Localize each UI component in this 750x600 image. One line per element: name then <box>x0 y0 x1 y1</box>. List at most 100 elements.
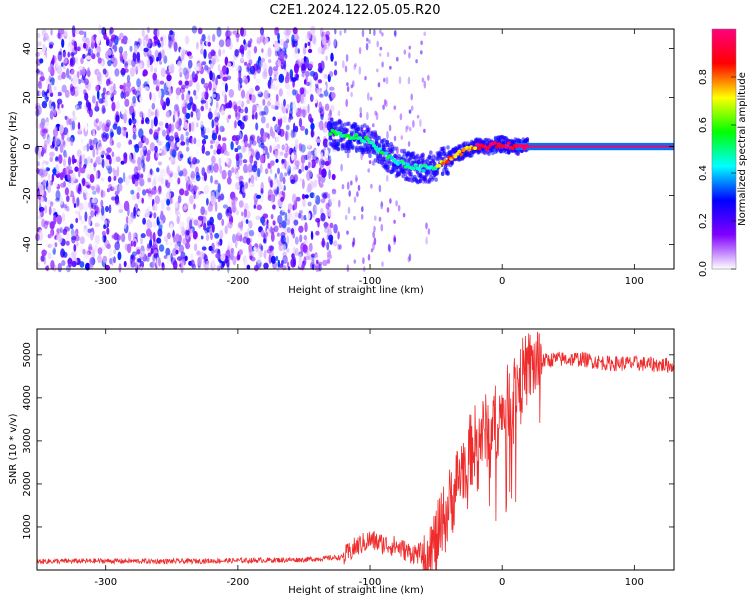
noise-speckle <box>49 113 53 123</box>
noise-speckle <box>221 187 226 193</box>
noise-speckle <box>222 127 225 132</box>
noise-speckle <box>153 174 159 184</box>
noise-speckle <box>318 62 322 69</box>
noise-speckle <box>273 69 279 77</box>
noise-speckle <box>182 221 186 227</box>
noise-speckle <box>260 245 264 252</box>
noise-speckle <box>91 35 95 45</box>
noise-speckle <box>260 181 264 192</box>
noise-speckle <box>280 203 287 213</box>
noise-speckle <box>147 108 152 118</box>
noise-speckle <box>398 76 402 85</box>
noise-speckle <box>416 114 420 119</box>
noise-speckle <box>247 43 252 48</box>
noise-speckle <box>180 251 186 259</box>
noise-speckle <box>173 41 178 52</box>
noise-speckle <box>183 99 187 106</box>
ridge-halo <box>386 168 391 173</box>
noise-speckle <box>153 177 157 186</box>
noise-speckle <box>103 31 107 40</box>
noise-speckle <box>91 53 96 60</box>
noise-speckle <box>206 198 209 206</box>
noise-speckle <box>157 161 163 166</box>
noise-speckle <box>147 149 151 156</box>
noise-speckle <box>213 121 219 127</box>
noise-speckle <box>88 218 92 226</box>
noise-speckle <box>287 266 291 271</box>
noise-speckle <box>314 262 321 273</box>
noise-speckle <box>136 264 140 269</box>
noise-speckle <box>427 228 431 235</box>
ridge-halo <box>442 146 446 151</box>
noise-speckle <box>171 149 177 158</box>
noise-speckle <box>235 153 240 162</box>
noise-speckle <box>222 48 225 55</box>
noise-speckle <box>256 204 263 211</box>
noise-speckle <box>193 243 198 252</box>
noise-speckle <box>112 57 118 68</box>
noise-speckle <box>370 183 373 189</box>
noise-speckle <box>178 234 182 244</box>
ridge-point <box>457 149 462 154</box>
noise-speckle <box>198 145 202 154</box>
noise-speckle <box>70 56 76 66</box>
noise-speckle <box>274 27 279 36</box>
noise-speckle <box>192 51 198 60</box>
noise-speckle <box>319 120 324 131</box>
noise-speckle <box>228 196 231 205</box>
noise-speckle <box>123 154 128 164</box>
noise-speckle <box>66 206 70 212</box>
noise-speckle <box>279 128 285 137</box>
noise-speckle <box>125 131 129 139</box>
noise-speckle <box>395 200 398 207</box>
noise-speckle <box>374 215 377 221</box>
x-tick-label: 0 <box>499 577 505 588</box>
noise-speckle <box>111 167 116 173</box>
noise-speckle <box>182 238 187 245</box>
noise-speckle <box>154 94 158 102</box>
noise-speckle <box>37 161 40 167</box>
noise-speckle <box>320 105 325 114</box>
noise-speckle <box>42 179 47 186</box>
noise-speckle <box>168 63 172 73</box>
noise-speckle <box>260 33 265 43</box>
ridge-point <box>453 154 458 159</box>
noise-speckle <box>310 122 315 131</box>
noise-speckle <box>307 161 311 169</box>
noise-speckle <box>67 257 73 268</box>
noise-speckle <box>164 110 170 119</box>
noise-speckle <box>149 91 152 101</box>
ridge-halo <box>440 171 445 176</box>
noise-speckle <box>238 249 243 256</box>
noise-speckle <box>227 75 232 81</box>
noise-speckle <box>255 85 260 92</box>
colorbar-tick-label: 0.8 <box>698 69 709 85</box>
noise-speckle <box>139 250 145 258</box>
noise-speckle <box>291 193 297 204</box>
noise-speckle <box>96 89 100 100</box>
noise-speckle <box>322 83 327 91</box>
noise-speckle <box>57 234 63 244</box>
noise-speckle <box>219 107 222 113</box>
noise-speckle <box>170 252 173 262</box>
noise-speckle <box>54 182 58 188</box>
noise-speckle <box>269 145 272 154</box>
noise-speckle <box>270 255 276 264</box>
noise-speckle <box>234 110 238 118</box>
noise-speckle <box>270 226 273 234</box>
ridge-point <box>506 141 511 145</box>
noise-speckle <box>35 51 40 58</box>
noise-speckle <box>378 216 382 222</box>
ridge-halo <box>463 141 468 146</box>
noise-speckle <box>111 180 116 191</box>
noise-speckle <box>281 220 287 229</box>
noise-speckle <box>321 237 325 248</box>
noise-speckle <box>39 209 44 218</box>
noise-speckle <box>314 253 320 261</box>
noise-speckle <box>326 258 331 264</box>
noise-speckle <box>239 84 243 89</box>
noise-speckle <box>305 34 310 42</box>
noise-speckle <box>261 178 267 188</box>
noise-speckle <box>318 107 324 114</box>
noise-speckle <box>166 254 170 265</box>
